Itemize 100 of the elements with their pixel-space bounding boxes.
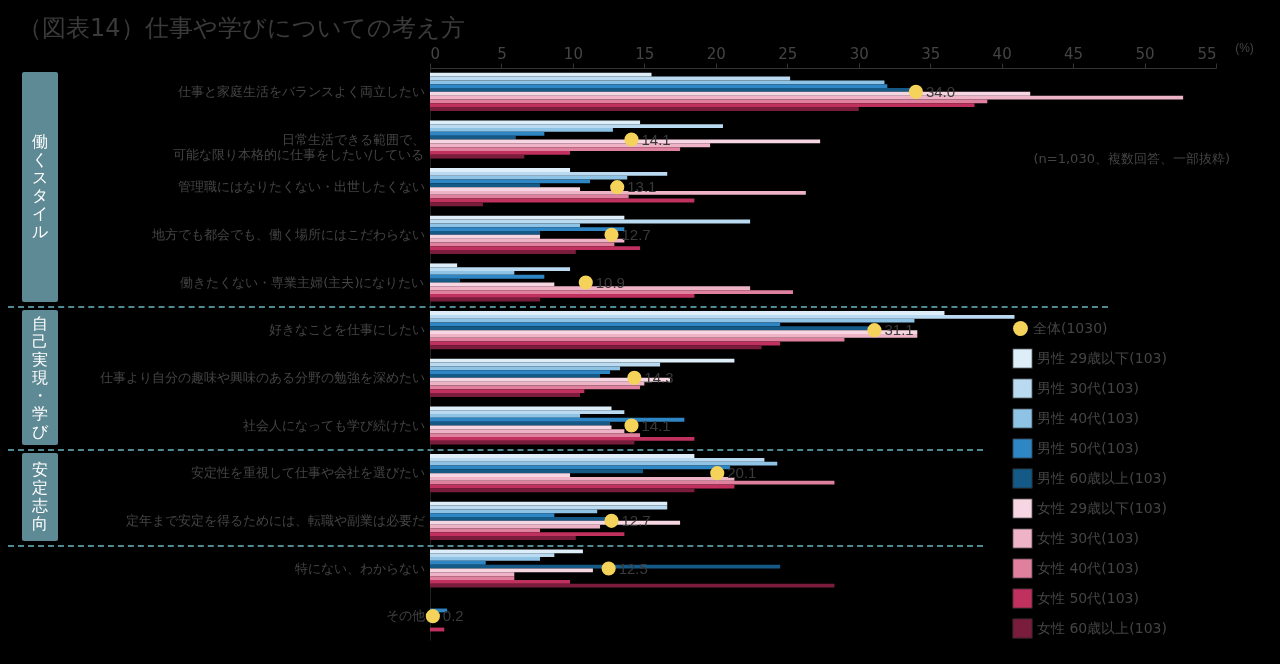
y-tick-label: 管理職にはなりたくない・出世したくない: [177, 179, 425, 195]
point: [624, 132, 639, 147]
bar: [430, 560, 486, 565]
data-label: 14.1: [641, 130, 671, 148]
x-tick-label: 25: [778, 44, 798, 63]
bar: [430, 461, 778, 466]
bar: [430, 429, 625, 434]
bar: [430, 274, 545, 279]
bar: [430, 414, 581, 418]
bar: [430, 473, 571, 477]
bar: [430, 314, 1015, 319]
bar: [430, 311, 945, 315]
bar: [430, 271, 515, 275]
bar: [430, 171, 668, 176]
bar: [430, 107, 859, 111]
data-label: 31.1: [884, 321, 914, 339]
y-tick-label: 安定性を重視して仕事や会社を選びたい: [190, 465, 425, 481]
legend-label: 全体(1030): [1033, 319, 1108, 336]
bar: [430, 509, 598, 514]
y-tick-label: 仕事より自分の趣味や興味のある分野の勉強を深めたい: [98, 369, 425, 385]
x-tick-label: 10: [563, 44, 583, 63]
y-tick-label: 日常生活できる範囲で、可能な限り本格的に仕事をしたい/している: [173, 131, 425, 162]
x-tick-label: 45: [1064, 44, 1084, 63]
bar: [430, 421, 611, 426]
bar: [430, 436, 695, 441]
legend-label: 男性 29歳以下(103): [1037, 349, 1167, 366]
x-tick-label: 55: [1197, 44, 1217, 63]
bar: [430, 267, 571, 272]
bar: [430, 135, 516, 140]
bar: [430, 528, 541, 533]
bar: [430, 532, 625, 537]
bar: [430, 147, 681, 151]
bar: [430, 385, 641, 390]
bar: [430, 440, 635, 445]
category-tab: 自己実現・学び: [22, 310, 58, 446]
bar: [430, 410, 625, 415]
bar: [430, 227, 625, 232]
bar: [430, 406, 612, 411]
bar: [430, 358, 735, 363]
data-label: 12.7: [621, 225, 651, 243]
x-tick-label: 15: [635, 44, 655, 63]
bar: [430, 194, 629, 199]
bar: [430, 168, 571, 172]
bar: [430, 501, 668, 506]
bar: [430, 80, 885, 85]
point: [604, 513, 619, 528]
bar: [430, 480, 835, 485]
y-tick-label: その他: [385, 608, 425, 624]
point: [867, 323, 882, 338]
y-tick-label: 仕事と家庭生活をバランスよく両立したい: [176, 83, 425, 99]
bar: [430, 417, 685, 422]
y-tick-label: 特にない、わからない: [294, 560, 425, 576]
y-tick-label: 定年まで安定を得るためには、転職や副業は必要だ: [125, 512, 425, 528]
x-tick-label: 0: [430, 44, 441, 63]
bar: [430, 99, 988, 104]
bar: [430, 293, 695, 298]
y-tick-label: 好きなことを仕事にしたい: [268, 322, 425, 338]
bar: [430, 120, 641, 125]
bar: [430, 579, 571, 584]
bar: [430, 333, 918, 338]
bar: [430, 175, 628, 180]
bar: [430, 557, 541, 561]
data-label: 13.1: [627, 178, 657, 196]
point: [610, 180, 625, 195]
bar: [430, 488, 695, 493]
bar: [430, 250, 576, 254]
bar: [430, 374, 601, 378]
bar: [430, 242, 615, 247]
bar: [430, 278, 461, 283]
legend-label: 女性 30代(103): [1037, 529, 1139, 546]
legend-label: 女性 29歳以下(103): [1037, 499, 1167, 516]
bar: [430, 366, 621, 371]
bar: [430, 72, 652, 77]
bar: [430, 131, 545, 136]
x-tick-label: 20: [706, 44, 726, 63]
data-label: 14.1: [641, 416, 671, 434]
category-tab: 安定志向: [22, 453, 58, 541]
bar: [430, 202, 483, 207]
bar: [430, 103, 975, 108]
bar: [430, 231, 541, 235]
y-tick-label: 働きたくない・専業主婦(主夫)になりたい: [180, 274, 425, 290]
data-label: 14.3: [644, 368, 674, 386]
bar: [430, 124, 723, 129]
bar: [430, 433, 641, 437]
bar: [430, 187, 581, 191]
legend-label: 女性 50代(103): [1037, 589, 1139, 606]
legend-label: 女性 40代(103): [1037, 559, 1139, 576]
y-tick-label: 地方でも都会でも、働く場所にはこだわらない: [150, 226, 425, 242]
bar: [430, 215, 625, 220]
bar: [430, 128, 613, 132]
category-tab: 働くスタイル: [22, 72, 58, 303]
bar: [430, 553, 555, 558]
point: [710, 466, 725, 481]
bar: [430, 326, 871, 331]
bar: [430, 234, 541, 239]
data-label: 0.2: [442, 607, 464, 625]
bar: [430, 143, 711, 148]
bar: [430, 345, 762, 350]
point: [425, 609, 440, 624]
chart-title: （図表14）仕事や学びについての考え方: [18, 13, 465, 44]
